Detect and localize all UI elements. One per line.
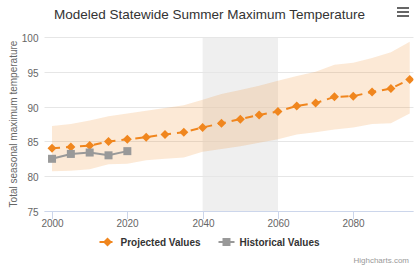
marker bbox=[405, 75, 413, 84]
marker bbox=[236, 115, 245, 124]
x-tick-label: 2080 bbox=[342, 218, 365, 229]
marker bbox=[368, 87, 377, 96]
marker bbox=[330, 92, 339, 101]
credits[interactable]: Highcharts.com bbox=[353, 256, 409, 265]
marker bbox=[142, 133, 151, 142]
y-tick-label: 95 bbox=[27, 68, 39, 79]
legend-item[interactable]: Projected Values bbox=[100, 237, 201, 248]
x-tick-label: 2000 bbox=[41, 218, 64, 229]
marker bbox=[217, 119, 226, 128]
menu-bar bbox=[397, 7, 409, 9]
menu-bar bbox=[397, 11, 409, 13]
marker bbox=[273, 107, 282, 116]
menu-bar bbox=[397, 15, 409, 17]
marker bbox=[223, 238, 231, 246]
range-area bbox=[52, 42, 410, 171]
marker bbox=[48, 144, 57, 153]
legend-item[interactable]: Historical Values bbox=[219, 237, 320, 248]
marker bbox=[103, 238, 112, 247]
marker bbox=[48, 155, 56, 163]
chart-svg: Modeled Statewide Summer Maximum Tempera… bbox=[0, 0, 419, 267]
legend-label: Historical Values bbox=[240, 237, 320, 248]
marker bbox=[123, 135, 132, 144]
menu-button[interactable] bbox=[397, 7, 409, 17]
y-tick-label: 75 bbox=[27, 207, 39, 218]
marker bbox=[349, 92, 358, 101]
marker bbox=[386, 84, 395, 93]
marker bbox=[292, 101, 301, 110]
marker bbox=[67, 150, 75, 158]
marker bbox=[105, 151, 113, 159]
y-axis-title: Total seasonal maximum temperature bbox=[8, 40, 19, 207]
marker bbox=[311, 99, 320, 108]
marker bbox=[86, 149, 94, 157]
y-tick-label: 85 bbox=[27, 137, 39, 148]
legend-label: Projected Values bbox=[121, 237, 201, 248]
marker bbox=[104, 137, 113, 146]
x-axis-line bbox=[45, 211, 414, 212]
x-tick-label: 2020 bbox=[116, 218, 139, 229]
title: Modeled Statewide Summer Maximum Tempera… bbox=[54, 7, 365, 22]
chart-container: Modeled Statewide Summer Maximum Tempera… bbox=[0, 0, 419, 267]
marker bbox=[179, 128, 188, 137]
x-tick-label: 2060 bbox=[267, 218, 290, 229]
legend: Projected Values Historical Values bbox=[100, 237, 320, 248]
x-tick-label: 2040 bbox=[192, 218, 215, 229]
marker bbox=[198, 123, 207, 132]
marker bbox=[123, 147, 131, 155]
y-tick-label: 90 bbox=[27, 103, 39, 114]
grid-line bbox=[45, 211, 414, 212]
grid-line bbox=[45, 176, 414, 177]
y-tick-label: 80 bbox=[27, 172, 39, 183]
series-line bbox=[52, 79, 410, 148]
y-tick-label: 100 bbox=[22, 33, 39, 44]
marker bbox=[255, 110, 264, 119]
grid-line bbox=[45, 37, 414, 38]
marker bbox=[160, 130, 169, 139]
series-group bbox=[48, 42, 414, 171]
